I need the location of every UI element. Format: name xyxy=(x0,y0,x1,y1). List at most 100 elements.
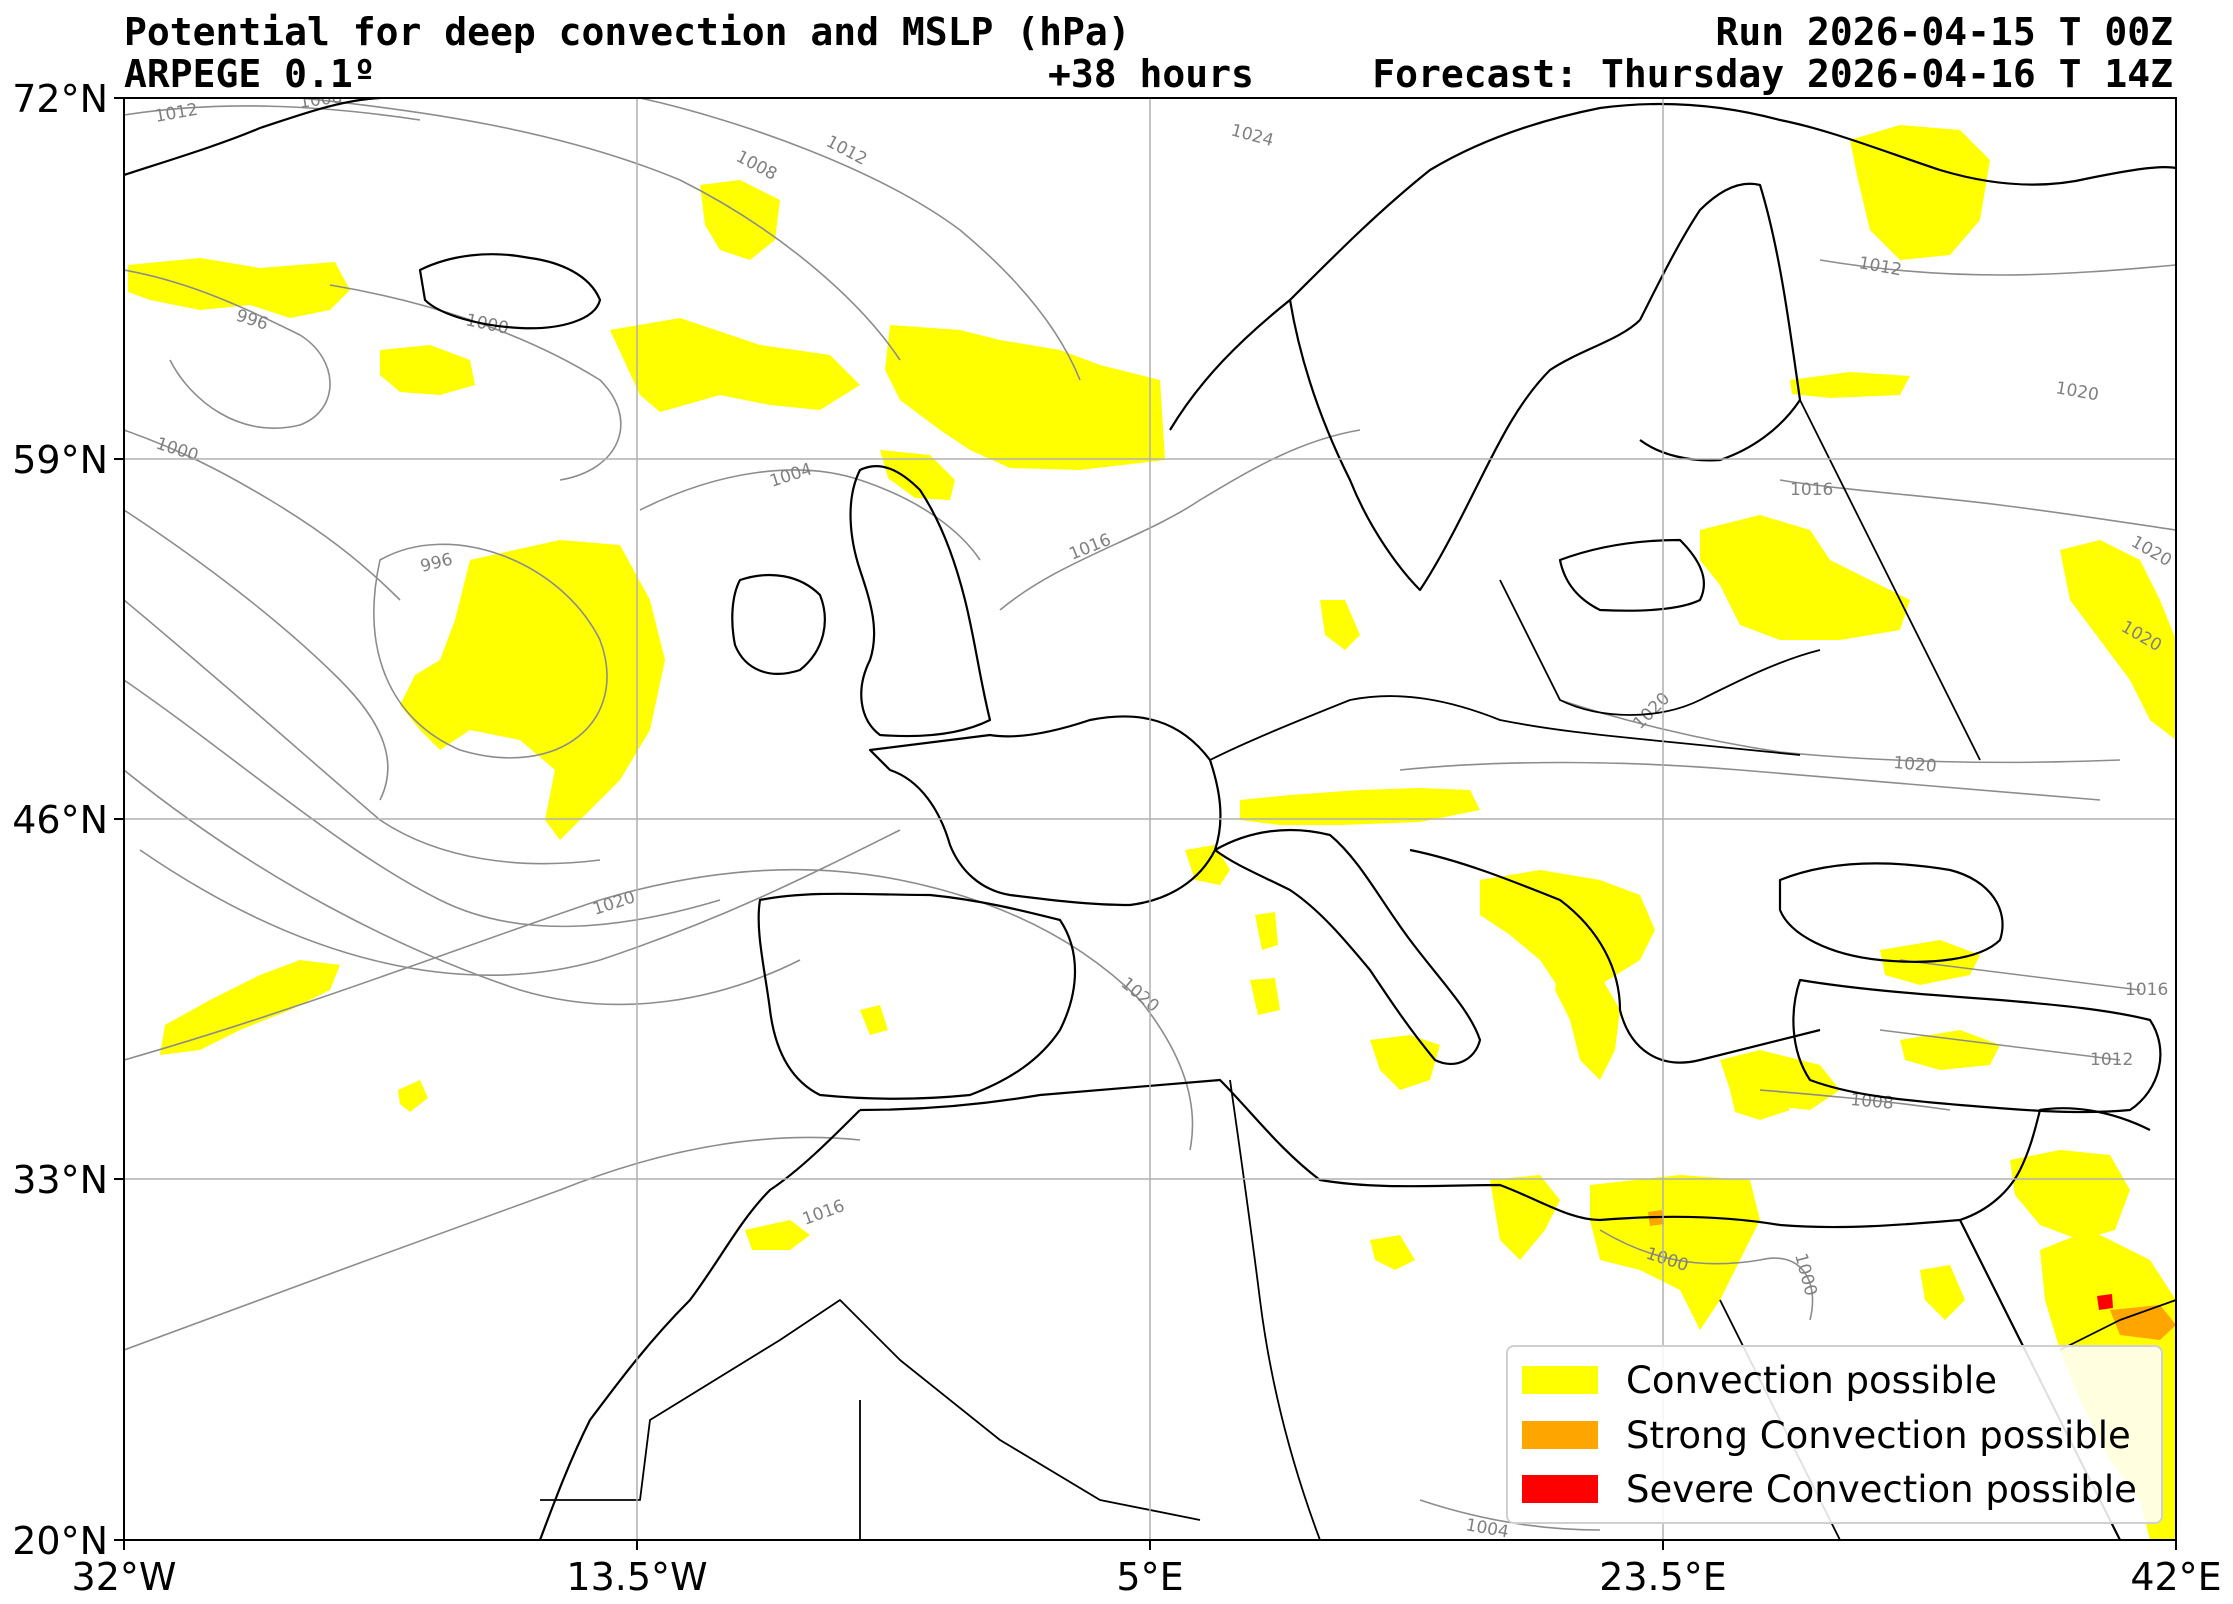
isobar-1020-atlantic xyxy=(139,829,901,976)
coastline-turkey xyxy=(1792,978,2162,1114)
isobar-label: 996 xyxy=(418,550,454,577)
convection-area-morocco xyxy=(745,1220,810,1250)
isobar-label: 1000 xyxy=(153,434,200,466)
isobar-label: 1016 xyxy=(800,1196,847,1230)
convection-area-barents xyxy=(1850,125,1990,260)
isobar-label: 1020 xyxy=(590,887,637,919)
isobar-label: 1024 xyxy=(1229,121,1276,152)
isobar-label: 1020 xyxy=(2054,378,2100,405)
coastline-italy xyxy=(1213,828,1482,1065)
strong-convection-area-arabia xyxy=(2110,1305,2176,1340)
severe-convection-area-arabia xyxy=(2097,1294,2113,1310)
isobar-1016-east xyxy=(1779,479,2176,531)
isobar-label: 1012 xyxy=(1857,253,1903,280)
isobar-label: 1016 xyxy=(2125,980,2168,1000)
isobar-1012-atlantic xyxy=(124,679,721,928)
coastline-greenland xyxy=(124,98,381,177)
border-saudi xyxy=(2059,1299,2176,1351)
convection-area-small-atlantic xyxy=(398,1080,428,1112)
convection-areas xyxy=(128,125,2176,1540)
border-russia xyxy=(1799,399,1981,761)
legend-label-severe-convection: Severe Convection possible xyxy=(1626,1467,2137,1511)
isobar-1016-turkey xyxy=(1899,959,2141,991)
coastline-balkans xyxy=(1409,848,1821,1064)
isobar-1016-atlantic xyxy=(124,769,801,1006)
isobar-1000-iceland xyxy=(329,284,622,481)
convection-area-shetland xyxy=(880,450,955,500)
lat-label-33n: 33°N xyxy=(12,1158,108,1202)
isobar-1020-scandinavia xyxy=(1819,259,2176,276)
isobar-1000-atlantic xyxy=(124,429,401,601)
lon-label-5e: 5°E xyxy=(1116,1555,1183,1599)
coastline-finland xyxy=(1639,182,1802,462)
convection-area-egypt xyxy=(1590,1175,1760,1330)
isobar-996-atlantic-low xyxy=(373,543,608,759)
convection-area-crete xyxy=(1730,1085,1790,1120)
convection-area-alps xyxy=(1240,788,1480,825)
convection-area-baltic-east xyxy=(1700,515,1910,640)
convection-area-russia-west xyxy=(2060,540,2176,740)
isobar-label: 1020 xyxy=(1117,974,1163,1017)
convection-area-north-sea xyxy=(885,325,1165,470)
run-time: Run 2026-04-15 T 00Z xyxy=(1715,10,2173,54)
legend-item-strong-convection: Strong Convection possible xyxy=(1522,1410,2131,1460)
legend-swatch-strong-convection xyxy=(1522,1421,1598,1449)
border-algeria-libya xyxy=(1229,1079,1321,1540)
convection-area-iceland-west xyxy=(128,258,350,318)
isobar-1012-norway xyxy=(639,98,1081,381)
convection-area-anatolia-south xyxy=(1900,1030,2000,1070)
convection-area-spain-south xyxy=(860,1005,888,1035)
lat-label-20n: 20°N xyxy=(12,1519,108,1563)
isobar-label: 1016 xyxy=(1790,480,1833,500)
convection-area-azores-west xyxy=(160,960,340,1055)
lon-label-32w: 32°W xyxy=(72,1555,177,1599)
isobar-label: 1004 xyxy=(1464,1515,1510,1542)
forecast-time: Forecast: Thursday 2026-04-16 T 14Z xyxy=(1372,52,2173,96)
isobar-label: 1012 xyxy=(823,132,871,170)
convection-area-levant xyxy=(2010,1150,2130,1240)
coastline-levant xyxy=(2019,1107,2151,1171)
isobar-label: 1004 xyxy=(767,459,814,491)
isobar-label: 1020 xyxy=(1893,753,1938,777)
coastline-baltic xyxy=(1558,538,1705,612)
lat-label-59n: 59°N xyxy=(12,438,108,482)
convection-area-faroe xyxy=(610,318,860,412)
isobar-1004-scotland xyxy=(639,469,981,561)
isobar-996-low-iceland xyxy=(124,269,331,430)
convection-area-sardinia xyxy=(1255,912,1278,950)
isobar-1008-north xyxy=(299,98,901,361)
isobar-1004-atlantic xyxy=(124,509,389,801)
legend-item-severe-convection: Severe Convection possible xyxy=(1522,1464,2137,1514)
lon-label-42e: 42°E xyxy=(2130,1555,2221,1599)
convection-area-corsica-west xyxy=(1250,978,1280,1015)
border-central-europe xyxy=(1209,695,1801,761)
legend-label-strong-convection: Strong Convection possible xyxy=(1626,1413,2131,1457)
coastline-ireland xyxy=(731,573,826,675)
convection-area-norwegian-sea xyxy=(700,180,780,260)
convection-area-libya xyxy=(1490,1175,1560,1260)
isobar-1016-africa xyxy=(124,1136,861,1351)
border-sahara xyxy=(540,1299,1201,1521)
coastline-sweden xyxy=(1288,299,1641,592)
convection-area-tunisia xyxy=(1370,1235,1415,1270)
isobar-1008-mediterranean xyxy=(1759,1089,1951,1111)
legend: Convection possible Strong Convection po… xyxy=(1506,1345,2163,1524)
lat-label-46n: 46°N xyxy=(12,798,108,842)
coastline-france xyxy=(868,715,1222,907)
longitude-labels: 32°W 13.5°W 5°E 23.5°E 42°E xyxy=(72,1555,2222,1599)
isobar-1012-turkey xyxy=(1879,1029,2121,1061)
isobar-1012-north xyxy=(124,105,421,121)
lat-label-72n: 72°N xyxy=(12,77,108,121)
convection-area-red-sea xyxy=(1920,1265,1965,1320)
coastline-iberia xyxy=(757,892,1076,1100)
legend-swatch-convection xyxy=(1522,1366,1598,1394)
isobar-label: 996 xyxy=(233,306,270,335)
convection-area-italy-south xyxy=(1370,1035,1440,1090)
convection-area-white-sea xyxy=(1790,372,1910,398)
map-title: Potential for deep convection and MSLP (… xyxy=(124,10,1131,54)
isobar-label: 1016 xyxy=(1066,530,1114,565)
model-name: ARPEGE 0.1º xyxy=(124,52,376,96)
isobar-label: 1012 xyxy=(2090,1050,2133,1070)
coastline-morocco xyxy=(538,1109,861,1540)
isobar-label: 1012 xyxy=(153,100,199,127)
